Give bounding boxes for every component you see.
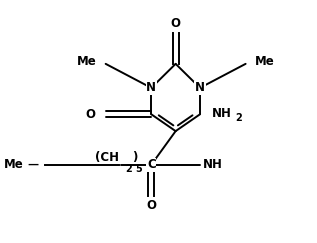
Text: 5: 5	[135, 164, 142, 174]
Text: N: N	[146, 81, 156, 94]
Text: NH: NH	[212, 107, 232, 120]
Text: N: N	[195, 81, 205, 94]
Text: 2: 2	[125, 164, 132, 174]
Text: Me: Me	[255, 55, 275, 68]
Text: (CH: (CH	[95, 151, 119, 164]
Text: —: —	[27, 160, 38, 170]
Text: O: O	[146, 199, 156, 212]
Text: ): )	[133, 151, 138, 164]
Text: NH: NH	[203, 158, 223, 171]
Text: 2: 2	[235, 113, 242, 123]
Text: Me: Me	[4, 158, 23, 171]
Text: C: C	[147, 158, 156, 171]
Text: O: O	[85, 108, 95, 121]
Text: O: O	[171, 17, 181, 29]
Text: Me: Me	[77, 55, 96, 68]
